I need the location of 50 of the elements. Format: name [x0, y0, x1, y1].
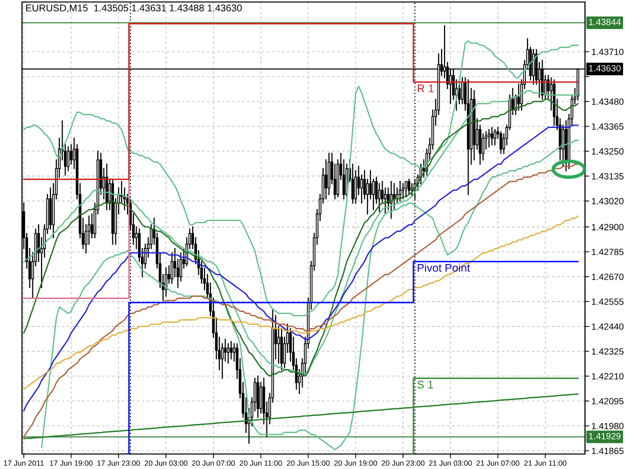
candlestick	[324, 159, 328, 200]
chart-title: EURUSD,M15 1.43505 1.43631 1.43488 1.43630	[26, 4, 242, 13]
candlestick	[378, 183, 381, 212]
series-label: S 1	[417, 380, 434, 389]
candlestick	[226, 343, 230, 364]
line-series	[23, 393, 579, 440]
candlestick	[170, 252, 174, 284]
y-tick-label: 1.43480	[592, 98, 624, 105]
y-tick-label: 1.42210	[592, 373, 624, 380]
ref-line-label: 1.41929	[589, 432, 621, 440]
y-tick-label: 1.43365	[592, 123, 624, 130]
ref-line-label: 1.43630	[589, 65, 621, 72]
candlestick	[164, 267, 168, 297]
candlestick	[404, 180, 408, 198]
y-tick-label: 1.41865	[592, 448, 624, 454]
candlestick	[490, 126, 494, 146]
candlestick	[369, 170, 372, 200]
line-series	[23, 40, 579, 316]
candlestick	[562, 124, 564, 167]
candlestick	[517, 84, 520, 111]
line-series	[23, 215, 579, 390]
candlestick	[351, 164, 354, 204]
candlestick	[408, 178, 410, 196]
y-tick-label: 1.43020	[592, 198, 624, 204]
candlestick	[398, 180, 402, 202]
candlestick	[494, 129, 496, 146]
candlestick	[488, 129, 490, 148]
candlestick	[402, 183, 404, 200]
y-tick-label: 1.42785	[592, 248, 624, 256]
candlestick	[500, 131, 502, 154]
y-tick-label: 1.42325	[592, 348, 624, 355]
candlestick	[410, 183, 414, 198]
y-tick-label: 1.43710	[592, 48, 624, 56]
ref-line-label: 1.43844	[589, 18, 621, 26]
y-tick-label: 1.42440	[592, 323, 624, 330]
y-tick-label: 1.42095	[592, 398, 624, 404]
line-series	[23, 124, 579, 412]
y-tick-label: 1.43250	[592, 148, 624, 155]
candlestick	[482, 133, 484, 160]
y-tick-label: 1.43135	[592, 173, 624, 180]
candlestick	[277, 326, 280, 364]
y-tick-label: 1.42670	[592, 274, 624, 280]
candlestick	[230, 340, 233, 360]
y-tick-label: 1.42555	[592, 298, 624, 305]
candlestick	[360, 174, 363, 204]
y-tick-label: 1.42900	[592, 224, 624, 230]
y-tick-label: 1.41980	[592, 422, 624, 430]
series-label: R 1	[418, 84, 434, 92]
candlestick	[366, 178, 369, 214]
candlestick	[66, 146, 70, 172]
